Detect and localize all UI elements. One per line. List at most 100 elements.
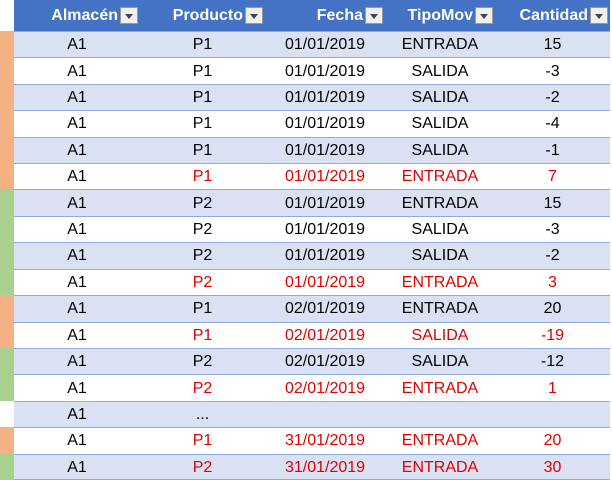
cell: A1	[67, 458, 87, 476]
cell: 20	[543, 432, 562, 450]
cell: A1	[67, 194, 87, 212]
cell: 01/01/2019	[284, 221, 366, 239]
group-strip	[0, 215, 14, 243]
row-background	[14, 347, 610, 375]
group-strip	[0, 242, 14, 270]
cell: ...	[195, 405, 210, 423]
cell: SALIDA	[411, 141, 469, 159]
cell: 30	[543, 458, 562, 476]
row-background	[14, 110, 610, 137]
group-strip	[0, 453, 14, 480]
row-background	[14, 453, 610, 480]
cell: 20	[543, 300, 562, 318]
group-strip	[0, 295, 14, 323]
cell: A1	[67, 36, 87, 54]
cell: 01/01/2019	[284, 168, 366, 186]
group-strip	[0, 347, 14, 375]
cell: P2	[192, 194, 213, 212]
row-background	[14, 268, 610, 296]
cell: -4	[545, 115, 560, 133]
cell: -12	[540, 353, 565, 371]
cell: 02/01/2019	[284, 326, 366, 344]
cell: A1	[67, 247, 87, 265]
cell: ENTRADA	[401, 36, 479, 54]
cell: -19	[540, 326, 565, 344]
cell: 01/01/2019	[284, 141, 366, 159]
cell: 01/01/2019	[284, 194, 366, 212]
cell: ENTRADA	[401, 273, 479, 291]
cell: 7	[548, 168, 557, 186]
cell: P1	[192, 115, 213, 133]
column-header: Fecha	[265, 0, 365, 31]
cell: P2	[192, 247, 213, 265]
group-strip	[0, 31, 14, 58]
cell: -2	[545, 247, 560, 265]
cell: A1	[67, 115, 87, 133]
group-strip	[0, 110, 14, 138]
cell: ENTRADA	[401, 458, 479, 476]
cell: A1	[67, 89, 87, 107]
cell: 02/01/2019	[284, 300, 366, 318]
cell: SALIDA	[411, 247, 469, 265]
group-strip	[0, 268, 14, 296]
row-background	[14, 374, 610, 401]
filter-dropdown[interactable]	[590, 7, 608, 24]
cell: P1	[192, 141, 213, 159]
cell: A1	[67, 300, 87, 318]
cell: 02/01/2019	[284, 353, 366, 371]
cell: ENTRADA	[401, 168, 479, 186]
cell: 3	[548, 273, 557, 291]
cell: A1	[67, 62, 87, 80]
row-background	[14, 189, 610, 216]
cell: P2	[192, 379, 213, 397]
cell: P2	[192, 221, 213, 239]
row-background	[14, 57, 610, 84]
cell: 01/01/2019	[284, 115, 366, 133]
cell: SALIDA	[411, 221, 469, 239]
cell: SALIDA	[411, 89, 469, 107]
row-background	[14, 163, 610, 190]
group-strip	[0, 321, 14, 349]
cell: ENTRADA	[401, 432, 479, 450]
cell: P1	[192, 36, 213, 54]
cell: A1	[67, 168, 87, 186]
row-background	[14, 136, 610, 164]
group-strip	[0, 83, 14, 111]
filter-dropdown[interactable]	[120, 7, 138, 24]
row-background	[14, 321, 610, 348]
cell: A1	[67, 432, 87, 450]
filter-dropdown[interactable]	[365, 7, 383, 24]
row-background	[14, 215, 610, 243]
cell: -3	[545, 221, 560, 239]
group-strip	[0, 427, 14, 455]
cell: ENTRADA	[401, 300, 479, 318]
cell: 01/01/2019	[284, 247, 366, 265]
cell: SALIDA	[411, 62, 469, 80]
cell: P1	[192, 300, 213, 318]
cell: 02/01/2019	[284, 379, 366, 397]
cell: A1	[67, 221, 87, 239]
cell: 1	[548, 379, 557, 397]
cell: 01/01/2019	[284, 89, 366, 107]
cell: -3	[545, 62, 560, 80]
group-strip	[0, 374, 14, 402]
row-background	[14, 242, 610, 269]
cell: P1	[192, 62, 213, 80]
cell: A1	[67, 273, 87, 291]
filter-dropdown[interactable]	[245, 7, 263, 24]
cell: P1	[192, 432, 213, 450]
cell: ENTRADA	[401, 194, 479, 212]
group-strip	[0, 163, 14, 190]
cell: A1	[67, 326, 87, 344]
cell: -2	[545, 89, 560, 107]
cell: 15	[543, 194, 562, 212]
cell: P1	[192, 326, 213, 344]
cell: SALIDA	[411, 115, 469, 133]
cell: P1	[192, 89, 213, 107]
column-header: Producto	[140, 0, 245, 31]
filter-dropdown[interactable]	[475, 7, 493, 24]
cell: P2	[192, 458, 213, 476]
cell: -1	[545, 141, 560, 159]
cell: 01/01/2019	[284, 273, 366, 291]
